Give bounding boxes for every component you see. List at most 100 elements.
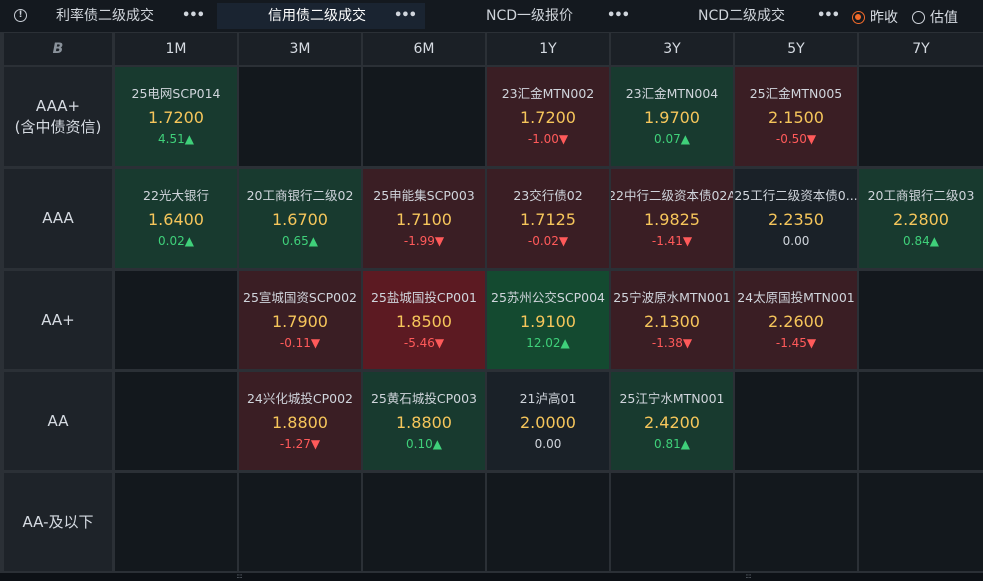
column-resize-grip-icon[interactable]: :::: xyxy=(745,572,751,580)
yield-change: 0.00 xyxy=(534,436,562,451)
yield-change: -1.27▼ xyxy=(279,436,321,451)
more-icon[interactable]: ••• xyxy=(607,8,630,23)
quote-cell[interactable]: 25工行二级资本债0... 2.2350 0.00 xyxy=(735,169,857,268)
tab-label: NCD二级成交 xyxy=(698,8,786,24)
bond-yield: 1.9825 xyxy=(644,210,700,229)
tab-rates-secondary[interactable]: 利率债二级成交 ••• xyxy=(40,3,212,29)
tab-ncd-primary[interactable]: NCD一级报价 ••• xyxy=(430,3,638,29)
radio-button-checked[interactable] xyxy=(852,10,865,24)
tab-credit-secondary[interactable]: 信用债二级成交 ••• xyxy=(217,3,425,29)
column-resize-grip-icon[interactable]: :::: xyxy=(236,572,242,580)
bond-name: 25申能集SCP003 xyxy=(373,188,475,203)
tab-label: 利率债二级成交 xyxy=(56,8,154,24)
rating-header: AAA+ (含中债资信) xyxy=(4,67,112,166)
bottom-resize-bar: :::: :::: xyxy=(0,573,983,581)
more-icon[interactable]: ••• xyxy=(394,8,417,23)
bond-yield: 1.9700 xyxy=(644,108,700,127)
quote-cell[interactable]: 23汇金MTN002 1.7200 -1.00▼ xyxy=(487,67,609,166)
quote-cell[interactable]: 25电网SCP014 1.7200 4.51▲ xyxy=(115,67,237,166)
tenor-header[interactable]: 3Y xyxy=(611,33,733,65)
quote-cell[interactable]: 21泸高01 2.0000 0.00 xyxy=(487,372,609,470)
tab-ncd-secondary[interactable]: NCD二级成交 ••• xyxy=(643,3,843,29)
quote-cell[interactable]: 25苏州公交SCP004 1.9100 12.02▲ xyxy=(487,271,609,369)
quote-cell[interactable]: 25宁波原水MTN001 2.1300 -1.38▼ xyxy=(611,271,733,369)
bond-yield: 1.7100 xyxy=(396,210,452,229)
bond-yield: 1.7125 xyxy=(520,210,576,229)
empty-cell xyxy=(363,67,485,166)
more-icon[interactable]: ••• xyxy=(182,8,205,23)
tab-label: NCD一级报价 xyxy=(486,8,574,24)
quote-cell[interactable]: 25申能集SCP003 1.7100 -1.99▼ xyxy=(363,169,485,268)
bond-yield: 2.2800 xyxy=(893,210,949,229)
rating-label: AAA+ xyxy=(35,96,81,115)
rating-label: AA-及以下 xyxy=(22,512,94,531)
rating-header: AAA xyxy=(4,169,112,268)
yield-change: -5.46▼ xyxy=(403,335,445,350)
yield-change: -1.38▼ xyxy=(651,335,693,350)
empty-cell xyxy=(859,372,983,470)
yield-change: -1.45▼ xyxy=(775,335,817,350)
yield-matrix: B 1M 3M 6M 1Y 3Y 5Y 7Y AAA+ (含中债资信) 25电网SCP014 1.7… xyxy=(0,32,983,573)
bond-yield: 2.2600 xyxy=(768,311,824,331)
yield-change: -1.99▼ xyxy=(403,234,445,248)
tenor-header[interactable]: 5Y xyxy=(735,33,857,65)
quote-cell[interactable]: 25江宁水MTN001 2.4200 0.81▲ xyxy=(611,372,733,470)
bond-yield: 1.8800 xyxy=(272,412,328,432)
bond-name: 20工商银行二级03 xyxy=(867,188,975,203)
info-icon[interactable]: ! xyxy=(14,9,27,22)
yield-change: -0.02▼ xyxy=(527,234,569,248)
quote-cell[interactable]: 25宣城国资SCP002 1.7900 -0.11▼ xyxy=(239,271,361,369)
quote-cell[interactable]: 25汇金MTN005 2.1500 -0.50▼ xyxy=(735,67,857,166)
bond-name: 25汇金MTN005 xyxy=(749,86,843,101)
yield-change: 0.07▲ xyxy=(654,132,690,146)
tenor-header[interactable]: 7Y xyxy=(859,33,983,65)
bond-name: 22中行二级资本债02A xyxy=(611,188,733,203)
bond-name: 25宁波原水MTN001 xyxy=(613,289,731,305)
tenor-header[interactable]: 6M xyxy=(363,33,485,65)
bond-yield: 2.1300 xyxy=(644,311,700,331)
bond-yield: 2.2350 xyxy=(768,210,824,229)
yield-change: 0.81▲ xyxy=(654,436,690,451)
yield-change: 4.51▲ xyxy=(158,132,194,146)
top-tab-bar: ! 利率债二级成交 ••• 信用债二级成交 ••• NCD一级报价 ••• NC… xyxy=(0,0,983,32)
bond-name: 25黄石城投CP003 xyxy=(370,390,478,406)
quote-cell[interactable]: 20工商银行二级02 1.6700 0.65▲ xyxy=(239,169,361,268)
empty-cell xyxy=(859,473,983,571)
bond-name: 25盐城国投CP001 xyxy=(370,289,478,305)
radio-valuation[interactable]: 估值 xyxy=(912,7,958,27)
quote-cell[interactable]: 23汇金MTN004 1.9700 0.07▲ xyxy=(611,67,733,166)
empty-cell xyxy=(487,473,609,571)
quote-cell[interactable]: 20工商银行二级03 2.2800 0.84▲ xyxy=(859,169,983,268)
tenor-header[interactable]: 1M xyxy=(115,33,237,65)
radio-label: 昨收 xyxy=(870,10,898,26)
radio-prev-close[interactable]: 昨收 xyxy=(852,7,898,27)
yield-change: 0.02▲ xyxy=(158,234,194,248)
bond-yield: 1.8800 xyxy=(396,412,452,432)
quote-cell[interactable]: 23交行债02 1.7125 -0.02▼ xyxy=(487,169,609,268)
yield-change: -0.11▼ xyxy=(279,335,321,350)
empty-cell xyxy=(859,67,983,166)
quote-cell[interactable]: 22光大银行 1.6400 0.02▲ xyxy=(115,169,237,268)
bond-name: 23汇金MTN004 xyxy=(625,86,719,101)
quote-cell[interactable]: 24太原国投MTN001 2.2600 -1.45▼ xyxy=(735,271,857,369)
bond-name: 20工商银行二级02 xyxy=(246,188,354,203)
more-icon[interactable]: ••• xyxy=(817,8,840,23)
empty-cell xyxy=(239,473,361,571)
tenor-header[interactable]: 3M xyxy=(239,33,361,65)
yield-change: 12.02▲ xyxy=(526,335,570,350)
bond-name: 23汇金MTN002 xyxy=(501,86,595,101)
bond-name: 23交行债02 xyxy=(513,188,583,203)
quote-cell[interactable]: 25黄石城投CP003 1.8800 0.10▲ xyxy=(363,372,485,470)
radio-button[interactable] xyxy=(912,10,925,24)
quote-cell[interactable]: 22中行二级资本债02A 1.9825 -1.41▼ xyxy=(611,169,733,268)
empty-cell xyxy=(115,372,237,470)
quote-cell[interactable]: 24兴化城投CP002 1.8800 -1.27▼ xyxy=(239,372,361,470)
rating-header: AA xyxy=(4,372,112,470)
bond-yield: 1.6700 xyxy=(272,210,328,229)
quote-cell[interactable]: 25盐城国投CP001 1.8500 -5.46▼ xyxy=(363,271,485,369)
empty-cell xyxy=(115,473,237,571)
empty-cell xyxy=(363,473,485,571)
empty-cell xyxy=(735,473,857,571)
yield-change: -1.41▼ xyxy=(651,234,693,248)
tenor-header[interactable]: 1Y xyxy=(487,33,609,65)
